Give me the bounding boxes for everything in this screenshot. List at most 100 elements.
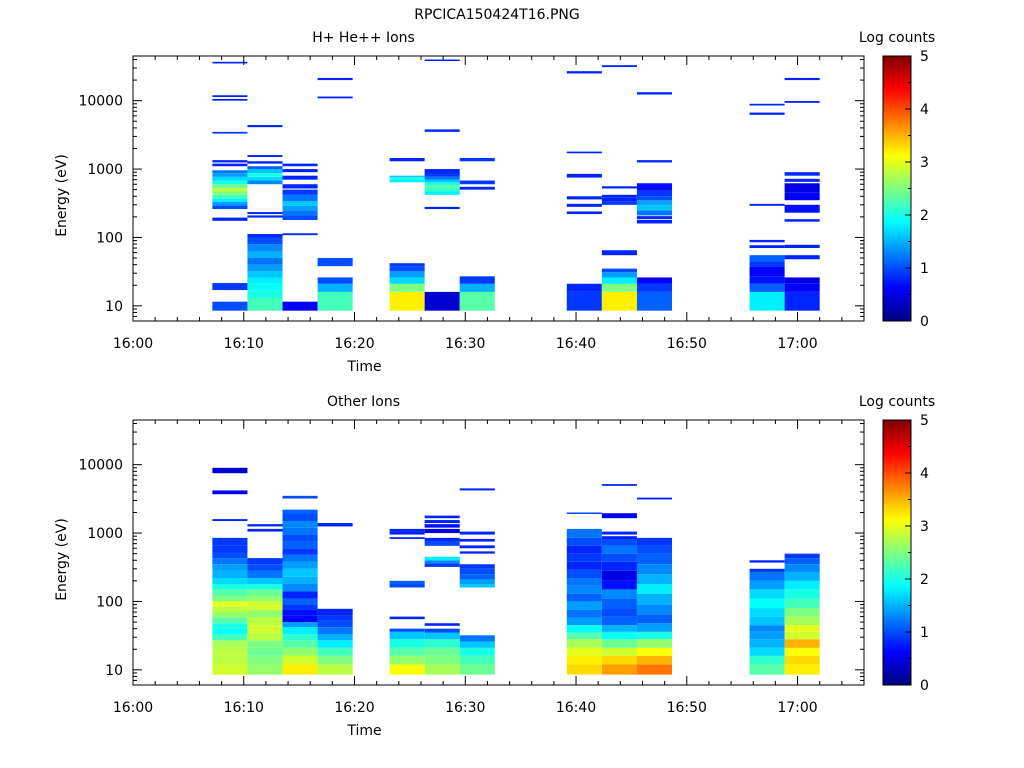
spectrogram-cell: [636, 647, 673, 656]
spectrogram-cell: [282, 598, 318, 605]
spectrogram-cell: [424, 639, 460, 648]
spectrogram-cell: [212, 301, 248, 311]
spectrogram-cell: [601, 664, 637, 675]
spectrogram-cell: [247, 625, 283, 633]
spectrogram-cell: [784, 77, 820, 81]
spectrogram-cell: [389, 179, 425, 183]
spectrogram-cell: [636, 291, 673, 311]
spectrogram-cell: [317, 523, 353, 527]
spectrogram-cell: [212, 606, 248, 613]
spectrogram-cell: [566, 647, 602, 656]
spectrogram-cell: [247, 601, 283, 610]
figure-title: RPCICA150424T16.PNG: [414, 7, 579, 23]
spectrogram-cell: [424, 556, 460, 561]
spectrogram-cell: [247, 277, 283, 284]
spectrogram-cell: [636, 639, 673, 648]
spectrogram-cell: [389, 583, 425, 588]
y-tick-label: 10000: [78, 94, 123, 110]
spectrogram-cell: [459, 291, 495, 311]
spectrogram-cell: [317, 283, 353, 292]
spectrogram-cell: [389, 664, 425, 675]
y-tick-label: 10: [105, 663, 123, 679]
spectrogram-cell: [566, 569, 602, 579]
spectrogram-cell: [749, 203, 785, 206]
spectrogram-cell: [459, 564, 495, 569]
spectrogram-cell: [784, 192, 820, 201]
spectrogram-cell: [566, 545, 602, 554]
spectrogram-cell: [247, 212, 283, 215]
spectrogram-cell: [212, 283, 248, 291]
spectrogram-cell: [212, 537, 248, 546]
spectrogram-cell: [784, 204, 820, 213]
spectrogram-cell: [601, 65, 637, 68]
spectrogram-cell: [389, 175, 425, 178]
spectrogram-cell: [282, 640, 318, 648]
spectrogram-cell: [317, 647, 353, 656]
spectrogram-cell: [424, 291, 460, 311]
spectrogram-cell: [784, 554, 820, 559]
spectrogram-cell: [566, 593, 602, 602]
spectrogram-cell: [424, 537, 460, 542]
spectrogram-cell: [282, 576, 318, 584]
spectrogram-cell: [247, 244, 283, 252]
spectrogram-cell: [247, 176, 283, 181]
spectrogram-cell: [636, 614, 673, 624]
spectrogram-cell: [566, 528, 602, 538]
spectrogram-cell: [247, 632, 283, 641]
spectrogram-cell: [282, 169, 318, 173]
spectrogram-cell: [566, 664, 602, 675]
spectrogram-cell: [784, 244, 820, 249]
spectrogram-cell: [282, 583, 318, 592]
spectrogram-cell: [212, 552, 248, 559]
spectrogram-cell: [601, 545, 637, 554]
spectrogram-cell: [566, 291, 602, 311]
spectrogram-cell: [566, 512, 602, 514]
spectrogram-cell: [212, 176, 248, 181]
y-tick-label: 100: [96, 594, 123, 610]
spectrogram-cell: [247, 570, 283, 579]
spectrogram-cell: [636, 497, 673, 500]
spectrogram-cell: [212, 612, 248, 618]
spectrogram-cell: [424, 655, 460, 665]
spectrogram-cell: [247, 251, 283, 259]
spectrogram-cell: [212, 180, 248, 185]
spectrogram-cell: [424, 541, 460, 546]
spectrogram-cell: [566, 203, 602, 207]
spectrogram-cell: [282, 527, 318, 535]
x-tick-label: 16:30: [445, 700, 485, 716]
spectrogram-cell: [282, 591, 318, 599]
spectrogram-cell: [749, 276, 785, 284]
spectrogram-cell: [601, 631, 637, 640]
spectrogram-cell: [749, 655, 785, 665]
spectrogram-cell: [389, 158, 425, 162]
spectrogram-cell: [566, 283, 602, 292]
spectrogram-cell: [566, 151, 602, 154]
y-tick-label: 10000: [78, 458, 123, 474]
spectrogram-cell: [459, 551, 495, 554]
spectrogram-cell: [459, 538, 495, 542]
spectrogram-cell: [459, 276, 495, 284]
spectrogram-cell: [601, 647, 637, 656]
spectrogram-cell: [459, 545, 495, 549]
spectrogram-cell: [749, 647, 785, 656]
spectrogram-cell: [212, 170, 248, 174]
spectrogram-cell: [247, 609, 283, 618]
spectrogram-cell: [459, 531, 495, 535]
spectrogram-cell: [459, 583, 495, 588]
spectrogram-cell: [247, 283, 283, 291]
spectrogram-cell: [601, 484, 637, 486]
spectrogram-cell: [784, 589, 820, 599]
spectrogram-cell: [424, 185, 460, 189]
spectrogram-cell: [282, 521, 318, 528]
spectrogram-cell: [282, 184, 318, 189]
spectrogram-cell: [247, 640, 283, 648]
spectrogram-cell: [317, 655, 353, 665]
spectrogram-cell: [784, 178, 820, 182]
spectrogram-cell: [424, 632, 460, 640]
spectrogram-cell: [459, 664, 495, 675]
spectrogram-cell: [212, 634, 248, 641]
spectrogram-cell: [601, 268, 637, 273]
spectrogram-cell: [636, 564, 673, 575]
spectrogram-cell: [212, 201, 248, 206]
spectrogram-cell: [282, 548, 318, 555]
